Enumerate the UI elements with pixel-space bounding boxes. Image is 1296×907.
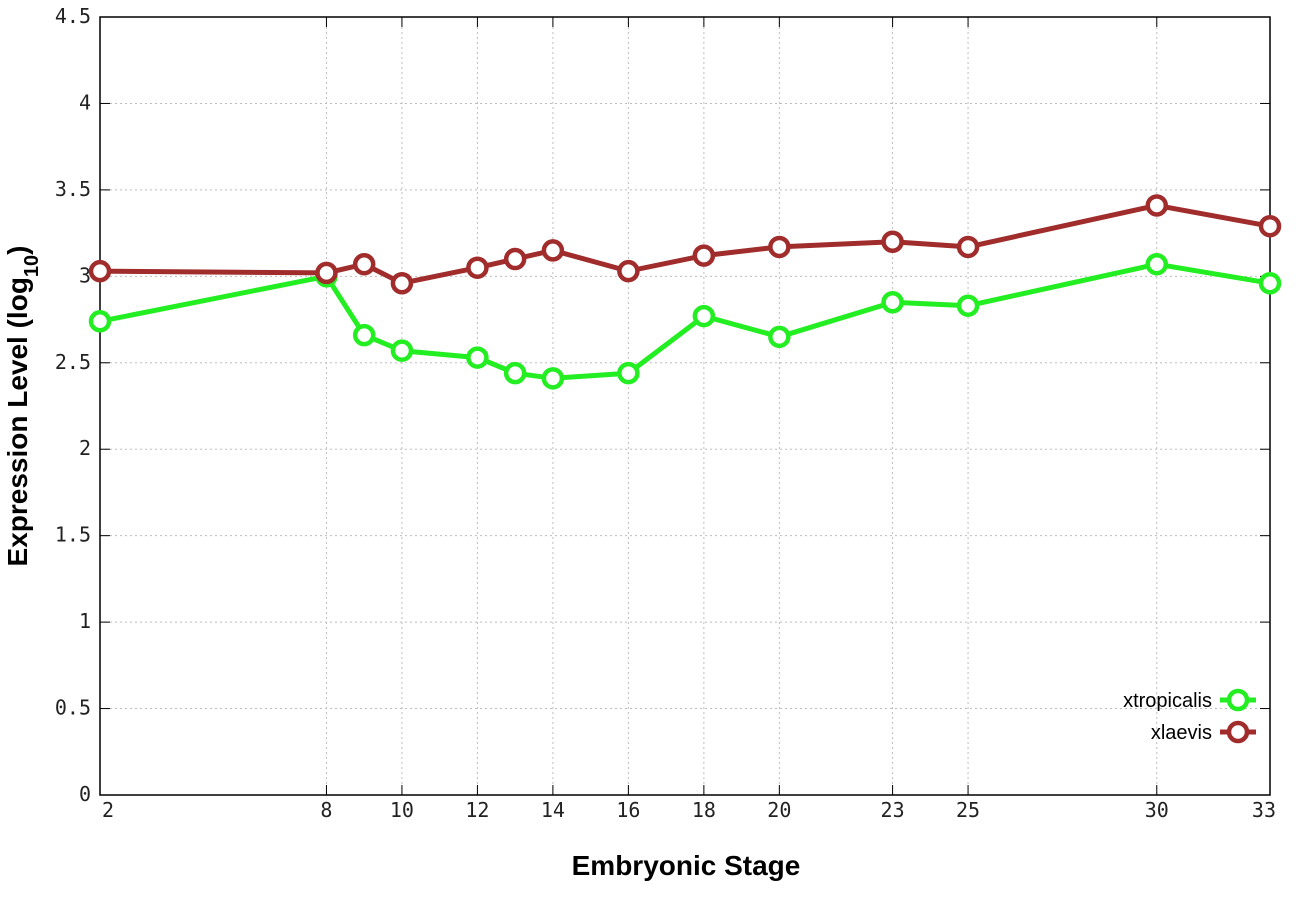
data-point-xlaevis [315, 261, 338, 285]
data-point-xlaevis [390, 271, 414, 295]
plot-frame [99, 16, 1271, 796]
series-xtropicalis [88, 252, 1282, 390]
data-point-xlaevis [352, 252, 376, 276]
series-line-xlaevis [99, 202, 1271, 286]
data-point-xlaevis [617, 259, 640, 283]
data-point-xtropicalis [466, 346, 489, 369]
y-tick-label: 3.5 [55, 177, 91, 201]
data-point-xtropicalis [352, 323, 376, 347]
legend-swatch-marker [1226, 720, 1250, 744]
series-xlaevis [88, 194, 1282, 295]
legend-swatch-marker [1226, 688, 1250, 712]
x-tick-label: 8 [320, 798, 332, 822]
x-tick-label: 18 [692, 798, 716, 822]
data-point-xlaevis [1258, 214, 1282, 238]
x-axis-title: Embryonic Stage [572, 850, 801, 881]
data-point-xtropicalis [617, 361, 640, 385]
data-point-xlaevis [768, 235, 791, 259]
x-tick-label: 12 [465, 798, 489, 822]
y-tick-label: 0 [79, 782, 91, 806]
y-tick-label: 1 [79, 609, 91, 633]
data-point-xtropicalis [1258, 271, 1282, 295]
data-point-xlaevis [466, 256, 489, 279]
data-point-xtropicalis [390, 339, 414, 362]
data-point-xlaevis [692, 244, 716, 267]
x-tick-label: 2 [102, 798, 114, 822]
legend-label: xlaevis [1151, 722, 1212, 744]
y-axis-title: Expression Level (log10) [2, 246, 43, 567]
x-tick-label: 20 [767, 798, 791, 822]
y-axis-title-subscript: 10 [21, 255, 43, 277]
legend-item-xlaevis: xlaevis [1151, 720, 1256, 744]
x-tick-label: 10 [390, 798, 414, 822]
data-point-xlaevis [88, 259, 112, 283]
y-tick-label: 1.5 [55, 523, 91, 547]
data-point-xlaevis [541, 239, 565, 262]
data-point-xtropicalis [1145, 252, 1169, 276]
data-point-xlaevis [1145, 194, 1169, 217]
x-tick-label: 16 [616, 798, 640, 822]
series-line-xtropicalis [99, 261, 1271, 381]
x-tick-label: 30 [1145, 798, 1169, 822]
data-point-xtropicalis [88, 310, 112, 333]
data-point-xtropicalis [768, 325, 791, 349]
data-point-xtropicalis [692, 304, 716, 328]
y-tick-label: 2.5 [55, 350, 91, 374]
data-point-xtropicalis [503, 361, 527, 385]
data-point-xlaevis [881, 230, 904, 254]
data-point-xlaevis [956, 235, 980, 259]
y-tick-label: 4.5 [55, 4, 91, 28]
y-tick-label: 2 [79, 436, 91, 460]
x-tick-label: 14 [541, 798, 565, 822]
legend-item-xtropicalis: xtropicalis [1123, 688, 1256, 712]
y-tick-label: 3 [79, 263, 91, 287]
x-tick-label: 33 [1252, 798, 1276, 822]
axis-ticks: 0 0.5 1 1.5 2 2.5 3 3.5 4 4.5 2 8 10 12 14 16 18 20 23 25 30… [55, 4, 1276, 822]
x-tick-label: 23 [881, 798, 905, 822]
legend: xtropicalis xlaevis [1123, 688, 1256, 744]
y-axis-title-main: Expression Level (log [2, 277, 33, 566]
y-tick-label: 0.5 [55, 696, 91, 720]
data-point-xtropicalis [956, 294, 980, 317]
x-tick-label: 25 [956, 798, 980, 822]
y-tick-label: 4 [79, 90, 91, 114]
data-point-xlaevis [503, 247, 527, 271]
series-lines [88, 194, 1282, 390]
y-axis-title-close: ) [2, 246, 33, 255]
data-point-xtropicalis [881, 291, 904, 314]
grid [100, 17, 1270, 795]
data-point-xtropicalis [541, 367, 565, 390]
legend-label: xtropicalis [1123, 690, 1212, 712]
